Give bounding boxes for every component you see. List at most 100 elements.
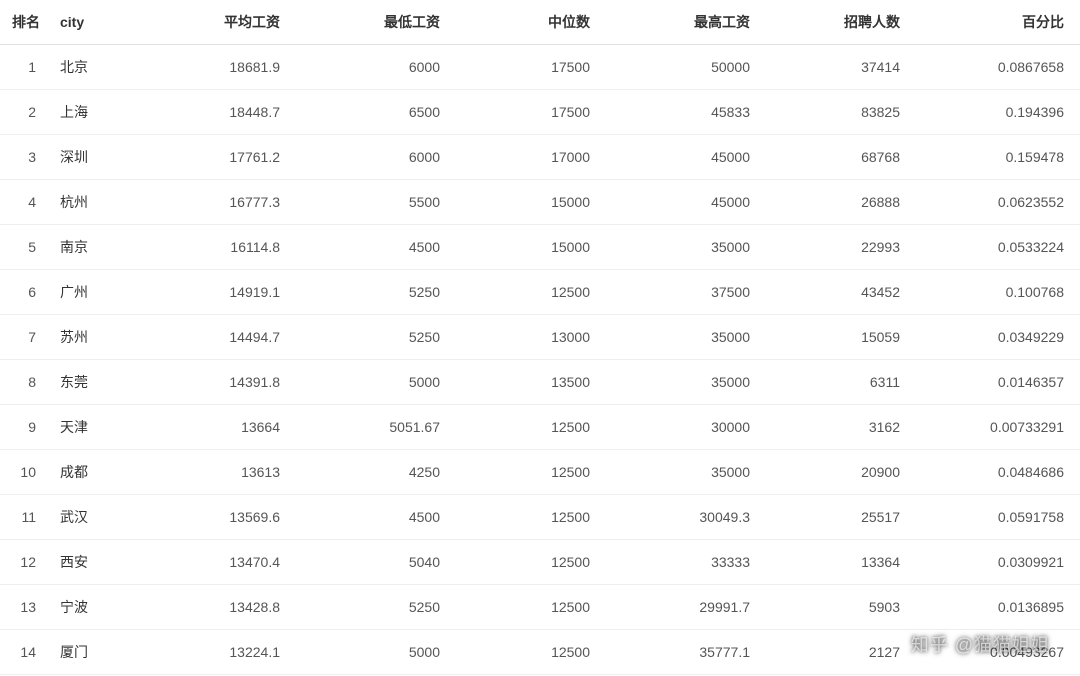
cell-min_salary: 6000 bbox=[290, 45, 450, 90]
table-row: 9天津136645051.67125003000031620.00733291 bbox=[0, 405, 1080, 450]
col-min-salary: 最低工资 bbox=[290, 0, 450, 45]
col-percentage: 百分比 bbox=[910, 0, 1080, 45]
cell-max_salary: 50000 bbox=[600, 45, 760, 90]
cell-percentage: 0.159478 bbox=[910, 135, 1080, 180]
cell-rank: 9 bbox=[0, 405, 50, 450]
cell-recruit_count: 25517 bbox=[760, 495, 910, 540]
col-avg-salary: 平均工资 bbox=[130, 0, 290, 45]
cell-city: 上海 bbox=[50, 90, 130, 135]
cell-max_salary: 33333 bbox=[600, 540, 760, 585]
cell-median: 12500 bbox=[450, 270, 600, 315]
cell-city: 深圳 bbox=[50, 135, 130, 180]
cell-percentage: 0.0623552 bbox=[910, 180, 1080, 225]
header-row: 排名 city 平均工资 最低工资 中位数 最高工资 招聘人数 百分比 bbox=[0, 0, 1080, 45]
table-row: 8东莞14391.85000135003500063110.0146357 bbox=[0, 360, 1080, 405]
table-row: 2上海18448.765001750045833838250.194396 bbox=[0, 90, 1080, 135]
cell-recruit_count: 5903 bbox=[760, 585, 910, 630]
cell-median: 12500 bbox=[450, 540, 600, 585]
cell-city: 天津 bbox=[50, 405, 130, 450]
cell-rank: 4 bbox=[0, 180, 50, 225]
cell-median: 13000 bbox=[450, 315, 600, 360]
col-median: 中位数 bbox=[450, 0, 600, 45]
cell-max_salary: 45000 bbox=[600, 135, 760, 180]
cell-rank: 5 bbox=[0, 225, 50, 270]
cell-avg_salary: 13664 bbox=[130, 405, 290, 450]
cell-min_salary: 5250 bbox=[290, 315, 450, 360]
cell-rank: 14 bbox=[0, 630, 50, 675]
cell-avg_salary: 13569.6 bbox=[130, 495, 290, 540]
cell-min_salary: 5051.67 bbox=[290, 405, 450, 450]
cell-avg_salary: 18681.9 bbox=[130, 45, 290, 90]
table-row: 12西安13470.450401250033333133640.0309921 bbox=[0, 540, 1080, 585]
cell-city: 东莞 bbox=[50, 360, 130, 405]
cell-max_salary: 30049.3 bbox=[600, 495, 760, 540]
table-row: 1北京18681.960001750050000374140.0867658 bbox=[0, 45, 1080, 90]
cell-rank: 8 bbox=[0, 360, 50, 405]
cell-recruit_count: 3162 bbox=[760, 405, 910, 450]
cell-percentage: 0.0591758 bbox=[910, 495, 1080, 540]
table-row: 6广州14919.152501250037500434520.100768 bbox=[0, 270, 1080, 315]
salary-table: 排名 city 平均工资 最低工资 中位数 最高工资 招聘人数 百分比 1北京1… bbox=[0, 0, 1080, 675]
cell-min_salary: 4500 bbox=[290, 495, 450, 540]
cell-min_salary: 4500 bbox=[290, 225, 450, 270]
cell-percentage: 0.00493267 bbox=[910, 630, 1080, 675]
cell-city: 南京 bbox=[50, 225, 130, 270]
cell-median: 12500 bbox=[450, 495, 600, 540]
cell-max_salary: 45833 bbox=[600, 90, 760, 135]
col-recruit-count: 招聘人数 bbox=[760, 0, 910, 45]
cell-rank: 11 bbox=[0, 495, 50, 540]
cell-percentage: 0.194396 bbox=[910, 90, 1080, 135]
cell-min_salary: 5000 bbox=[290, 360, 450, 405]
cell-max_salary: 30000 bbox=[600, 405, 760, 450]
cell-median: 15000 bbox=[450, 180, 600, 225]
col-city: city bbox=[50, 0, 130, 45]
cell-percentage: 0.0309921 bbox=[910, 540, 1080, 585]
cell-rank: 7 bbox=[0, 315, 50, 360]
cell-recruit_count: 26888 bbox=[760, 180, 910, 225]
cell-max_salary: 45000 bbox=[600, 180, 760, 225]
cell-city: 杭州 bbox=[50, 180, 130, 225]
cell-city: 西安 bbox=[50, 540, 130, 585]
cell-max_salary: 37500 bbox=[600, 270, 760, 315]
cell-recruit_count: 68768 bbox=[760, 135, 910, 180]
cell-median: 12500 bbox=[450, 585, 600, 630]
cell-rank: 1 bbox=[0, 45, 50, 90]
cell-median: 13500 bbox=[450, 360, 600, 405]
cell-median: 17000 bbox=[450, 135, 600, 180]
cell-recruit_count: 15059 bbox=[760, 315, 910, 360]
cell-median: 12500 bbox=[450, 405, 600, 450]
cell-recruit_count: 6311 bbox=[760, 360, 910, 405]
cell-recruit_count: 43452 bbox=[760, 270, 910, 315]
cell-recruit_count: 2127 bbox=[760, 630, 910, 675]
table-row: 11武汉13569.645001250030049.3255170.059175… bbox=[0, 495, 1080, 540]
table-row: 7苏州14494.752501300035000150590.0349229 bbox=[0, 315, 1080, 360]
cell-city: 北京 bbox=[50, 45, 130, 90]
cell-max_salary: 29991.7 bbox=[600, 585, 760, 630]
cell-percentage: 0.0533224 bbox=[910, 225, 1080, 270]
cell-rank: 13 bbox=[0, 585, 50, 630]
table-row: 5南京16114.845001500035000229930.0533224 bbox=[0, 225, 1080, 270]
cell-median: 17500 bbox=[450, 90, 600, 135]
cell-median: 12500 bbox=[450, 630, 600, 675]
cell-recruit_count: 20900 bbox=[760, 450, 910, 495]
cell-recruit_count: 13364 bbox=[760, 540, 910, 585]
cell-percentage: 0.0146357 bbox=[910, 360, 1080, 405]
cell-percentage: 0.100768 bbox=[910, 270, 1080, 315]
cell-avg_salary: 13613 bbox=[130, 450, 290, 495]
cell-min_salary: 5000 bbox=[290, 630, 450, 675]
cell-min_salary: 5250 bbox=[290, 585, 450, 630]
cell-rank: 6 bbox=[0, 270, 50, 315]
cell-avg_salary: 14919.1 bbox=[130, 270, 290, 315]
cell-avg_salary: 18448.7 bbox=[130, 90, 290, 135]
cell-rank: 10 bbox=[0, 450, 50, 495]
cell-avg_salary: 14391.8 bbox=[130, 360, 290, 405]
cell-rank: 2 bbox=[0, 90, 50, 135]
cell-rank: 3 bbox=[0, 135, 50, 180]
cell-city: 宁波 bbox=[50, 585, 130, 630]
cell-recruit_count: 37414 bbox=[760, 45, 910, 90]
cell-max_salary: 35777.1 bbox=[600, 630, 760, 675]
cell-rank: 12 bbox=[0, 540, 50, 585]
cell-recruit_count: 22993 bbox=[760, 225, 910, 270]
col-rank: 排名 bbox=[0, 0, 50, 45]
cell-min_salary: 6000 bbox=[290, 135, 450, 180]
